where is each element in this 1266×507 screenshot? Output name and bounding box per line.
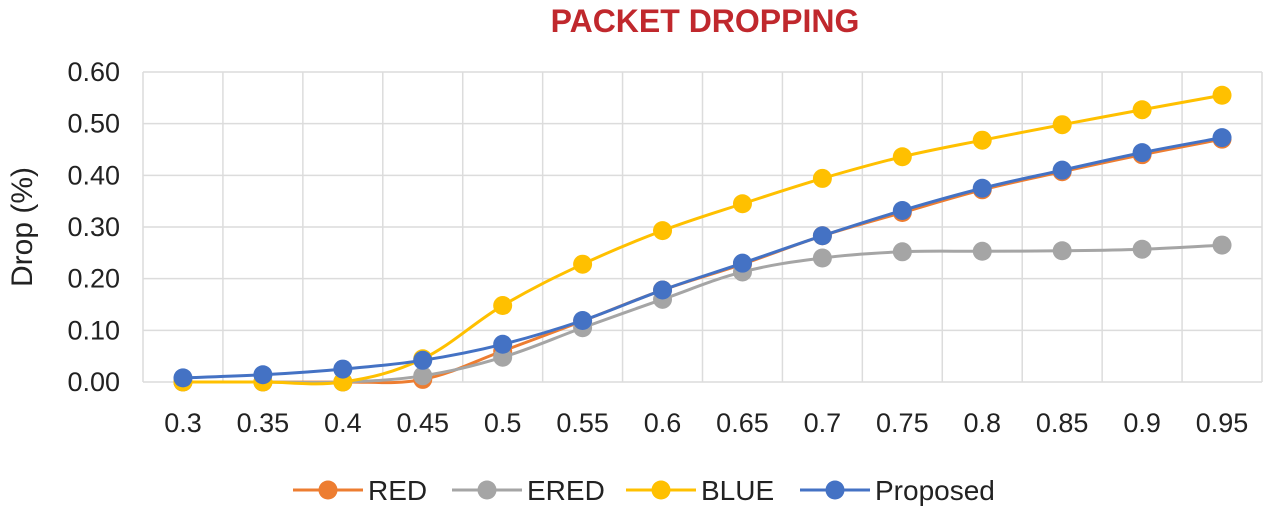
legend: RED ERED BLUE Proposed xyxy=(293,475,995,506)
data-point xyxy=(413,350,433,370)
y-tick-label: 0.60 xyxy=(67,57,120,87)
y-tick-label: 0.20 xyxy=(67,264,120,294)
data-point xyxy=(1212,85,1232,105)
data-point xyxy=(653,280,673,300)
legend-marker xyxy=(477,480,497,500)
grid xyxy=(142,71,1263,383)
data-point xyxy=(892,147,912,167)
data-point xyxy=(892,200,912,220)
y-tick-label: 0.50 xyxy=(67,109,120,139)
data-point xyxy=(1132,239,1152,259)
legend-label: Proposed xyxy=(875,475,995,506)
data-point xyxy=(1212,128,1232,148)
data-point xyxy=(493,296,513,316)
x-tick-label: 0.65 xyxy=(716,408,769,438)
data-point xyxy=(573,311,593,331)
data-series xyxy=(173,85,1232,392)
x-tick-label: 0.85 xyxy=(1036,408,1089,438)
data-point xyxy=(253,365,273,385)
x-tick-label: 0.35 xyxy=(237,408,290,438)
x-tick-label: 0.45 xyxy=(396,408,449,438)
data-point xyxy=(493,334,513,354)
x-tick-label: 0.9 xyxy=(1123,408,1161,438)
y-tick-label: 0.00 xyxy=(67,367,120,397)
data-point xyxy=(972,178,992,198)
y-axis-label: Drop (%) xyxy=(6,167,39,287)
data-point xyxy=(732,253,752,273)
data-point xyxy=(413,366,433,386)
data-point xyxy=(1052,115,1072,135)
data-point xyxy=(333,359,353,379)
legend-item-proposed: Proposed xyxy=(800,475,995,506)
data-point xyxy=(1052,160,1072,180)
data-point xyxy=(653,221,673,241)
y-tick-label: 0.30 xyxy=(67,212,120,242)
legend-marker xyxy=(825,480,845,500)
x-tick-label: 0.75 xyxy=(876,408,929,438)
x-tick-label: 0.6 xyxy=(644,408,682,438)
data-point xyxy=(972,241,992,261)
legend-label: ERED xyxy=(527,475,605,506)
y-tick-label: 0.10 xyxy=(67,315,120,345)
data-point xyxy=(573,254,593,274)
data-point xyxy=(732,194,752,214)
y-tick-label: 0.40 xyxy=(67,160,120,190)
series-proposed xyxy=(173,128,1232,388)
y-tick-labels: 0.00 0.10 0.20 0.30 0.40 0.50 0.60 xyxy=(67,57,120,397)
data-point xyxy=(1132,100,1152,120)
data-point xyxy=(892,242,912,262)
data-point xyxy=(173,368,193,388)
legend-label: RED xyxy=(368,475,427,506)
series-line xyxy=(182,243,1223,384)
x-tick-label: 0.8 xyxy=(963,408,1001,438)
legend-item-red: RED xyxy=(293,475,427,506)
legend-item-blue: BLUE xyxy=(626,475,774,506)
legend-item-ered: ERED xyxy=(452,475,605,506)
legend-marker xyxy=(651,480,671,500)
data-point xyxy=(812,168,832,188)
chart-title: PACKET DROPPING xyxy=(551,3,860,39)
data-point xyxy=(1212,235,1232,255)
data-point xyxy=(1132,143,1152,163)
x-tick-label: 0.95 xyxy=(1196,408,1249,438)
legend-label: BLUE xyxy=(701,475,774,506)
x-tick-label: 0.5 xyxy=(484,408,522,438)
x-tick-label: 0.3 xyxy=(164,408,202,438)
x-tick-label: 0.7 xyxy=(804,408,842,438)
data-point xyxy=(812,226,832,246)
x-tick-label: 0.55 xyxy=(556,408,609,438)
data-point xyxy=(972,130,992,150)
x-tick-labels: 0.3 0.35 0.4 0.45 0.5 0.55 0.6 0.65 0.7 0.75 0.8 0.… xyxy=(164,408,1248,438)
data-point xyxy=(1052,241,1072,261)
x-tick-label: 0.4 xyxy=(324,408,362,438)
legend-marker xyxy=(318,480,338,500)
data-point xyxy=(812,248,832,268)
